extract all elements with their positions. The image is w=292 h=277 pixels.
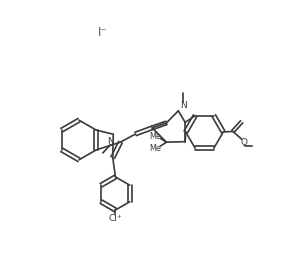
Text: N: N [180, 101, 187, 110]
Text: Cl⁺: Cl⁺ [109, 214, 122, 223]
Text: N: N [107, 137, 114, 146]
Text: Me: Me [150, 132, 161, 141]
Text: O: O [241, 138, 248, 147]
Text: Me: Me [150, 144, 161, 153]
Text: I⁻: I⁻ [98, 26, 107, 39]
